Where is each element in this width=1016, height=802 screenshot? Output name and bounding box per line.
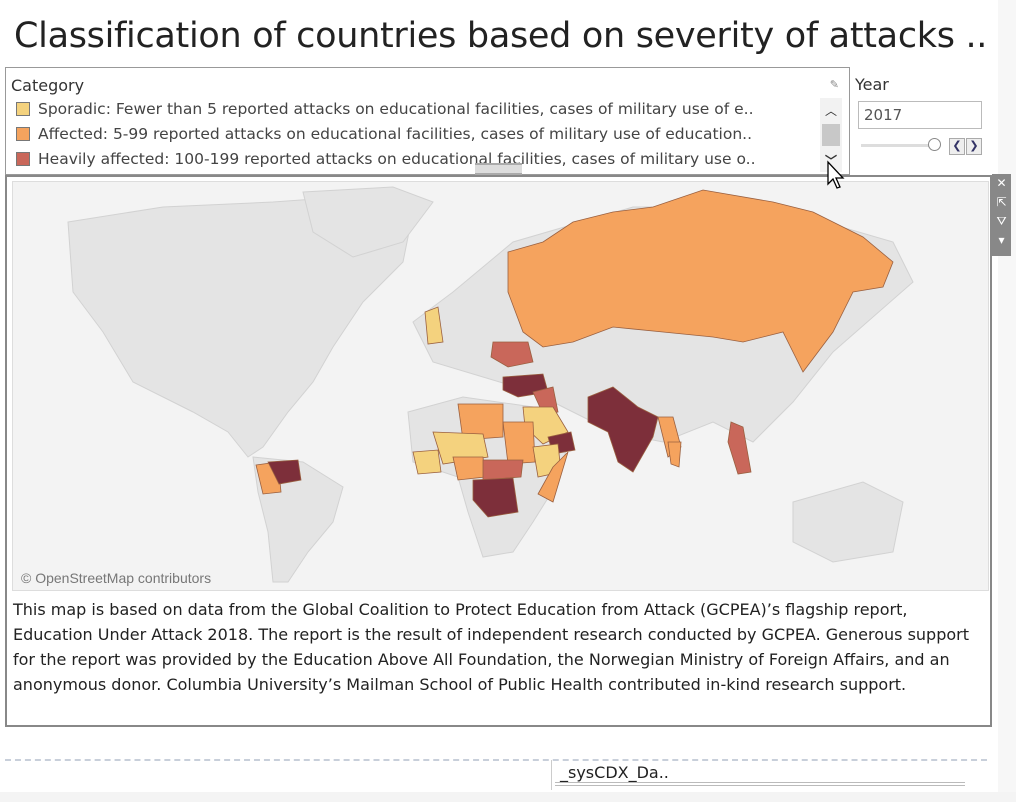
year-filter: Year ❮ ❯ bbox=[855, 75, 982, 155]
menu-dropdown-icon[interactable]: ▾ bbox=[998, 233, 1005, 247]
filter-icon[interactable]: ⛛ bbox=[996, 214, 1007, 228]
legend-label: Affected: 5-99 reported attacks on educa… bbox=[38, 125, 753, 143]
swatch bbox=[16, 102, 30, 116]
sys-filter[interactable]: _sysCDX_Da.. bbox=[551, 760, 992, 790]
dashboard-title: Classification of countries based on sev… bbox=[14, 16, 988, 56]
country-thailand bbox=[667, 441, 682, 468]
layout-divider bbox=[5, 759, 987, 761]
map-attribution[interactable]: © OpenStreetMap contributors bbox=[21, 570, 212, 586]
country-philippines bbox=[727, 421, 752, 475]
legend-label: Sporadic: Fewer than 5 reported attacks … bbox=[38, 100, 754, 118]
country-nigeria bbox=[452, 456, 486, 481]
worksheet-toolbar: ✕ ⇱ ⛛ ▾ bbox=[992, 174, 1011, 256]
country-west-africa bbox=[412, 449, 442, 475]
year-slider-handle[interactable] bbox=[928, 138, 941, 151]
edit-pencil-icon[interactable]: ✎ bbox=[829, 78, 839, 91]
chevron-left-icon[interactable]: ❮ bbox=[949, 138, 965, 155]
year-input[interactable] bbox=[858, 101, 982, 129]
map-container: © OpenStreetMap contributors This map is… bbox=[5, 175, 992, 727]
scroll-up-icon[interactable]: ︿ bbox=[825, 104, 838, 118]
category-legend: Category ✎ Sporadic: Fewer than 5 report… bbox=[5, 67, 850, 175]
country-cameroon-car bbox=[482, 459, 524, 481]
mouse-cursor-icon bbox=[826, 160, 846, 194]
swatch bbox=[16, 152, 30, 166]
page-edge bbox=[998, 0, 1016, 802]
country-somalia bbox=[537, 451, 569, 503]
country-sudan bbox=[502, 421, 536, 465]
australia bbox=[792, 481, 904, 563]
year-slider-track[interactable] bbox=[861, 144, 935, 147]
legend-item-affected[interactable]: Affected: 5-99 reported attacks on educa… bbox=[16, 125, 752, 143]
close-icon[interactable]: ✕ bbox=[996, 176, 1007, 190]
year-label: Year bbox=[855, 75, 889, 94]
legend-item-heavily-affected[interactable]: Heavily affected: 100-199 reported attac… bbox=[16, 150, 756, 168]
legend-item-sporadic[interactable]: Sporadic: Fewer than 5 reported attacks … bbox=[16, 100, 754, 118]
legend-label: Heavily affected: 100-199 reported attac… bbox=[38, 150, 756, 168]
world-map[interactable]: © OpenStreetMap contributors bbox=[12, 181, 989, 591]
country-drc bbox=[472, 477, 519, 518]
country-russia bbox=[507, 189, 894, 373]
bottom-edge bbox=[0, 792, 1016, 802]
legend-scrollbar[interactable]: ︿ ﹀ bbox=[820, 98, 842, 172]
swatch bbox=[16, 127, 30, 141]
map-description: This map is based on data from the Globa… bbox=[13, 600, 969, 694]
legend-header: Category bbox=[11, 76, 85, 95]
country-uk bbox=[424, 306, 444, 345]
country-mali-niger bbox=[432, 431, 489, 465]
popout-icon[interactable]: ⇱ bbox=[996, 195, 1007, 209]
sys-label: _sysCDX_Da.. bbox=[560, 763, 669, 782]
scroll-thumb[interactable] bbox=[822, 124, 840, 146]
resize-handle[interactable] bbox=[475, 163, 522, 175]
sys-slider[interactable] bbox=[555, 782, 965, 786]
country-afghanistan-pakistan-india bbox=[587, 386, 659, 473]
country-ukraine bbox=[490, 341, 534, 368]
country-venezuela bbox=[267, 459, 302, 485]
chevron-right-icon[interactable]: ❯ bbox=[966, 138, 982, 155]
country-north-africa bbox=[457, 403, 504, 441]
greenland bbox=[302, 186, 434, 258]
